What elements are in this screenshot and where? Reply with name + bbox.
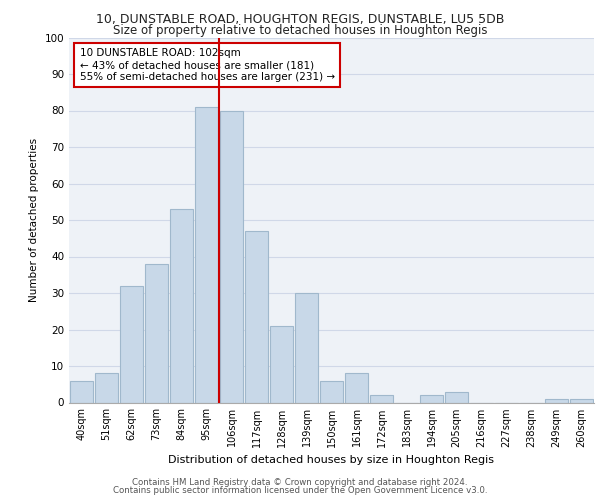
Text: 10, DUNSTABLE ROAD, HOUGHTON REGIS, DUNSTABLE, LU5 5DB: 10, DUNSTABLE ROAD, HOUGHTON REGIS, DUNS…: [96, 12, 504, 26]
Bar: [370, 395, 393, 402]
Bar: [295, 293, 318, 403]
X-axis label: Distribution of detached houses by size in Houghton Regis: Distribution of detached houses by size …: [169, 455, 494, 465]
Bar: [245, 231, 268, 402]
Text: Contains public sector information licensed under the Open Government Licence v3: Contains public sector information licen…: [113, 486, 487, 495]
Bar: [570, 399, 593, 402]
Bar: [170, 209, 193, 402]
Text: 10 DUNSTABLE ROAD: 102sqm
← 43% of detached houses are smaller (181)
55% of semi: 10 DUNSTABLE ROAD: 102sqm ← 43% of detac…: [79, 48, 335, 82]
Text: Size of property relative to detached houses in Houghton Regis: Size of property relative to detached ho…: [113, 24, 487, 37]
Y-axis label: Number of detached properties: Number of detached properties: [29, 138, 39, 302]
Bar: [420, 395, 443, 402]
Bar: [270, 326, 293, 402]
Bar: [445, 392, 468, 402]
Bar: [345, 374, 368, 402]
Bar: [195, 107, 218, 403]
Bar: [320, 380, 343, 402]
Bar: [95, 374, 118, 402]
Bar: [145, 264, 168, 402]
Bar: [220, 110, 243, 403]
Text: Contains HM Land Registry data © Crown copyright and database right 2024.: Contains HM Land Registry data © Crown c…: [132, 478, 468, 487]
Bar: [545, 399, 568, 402]
Bar: [70, 380, 93, 402]
Bar: [120, 286, 143, 403]
